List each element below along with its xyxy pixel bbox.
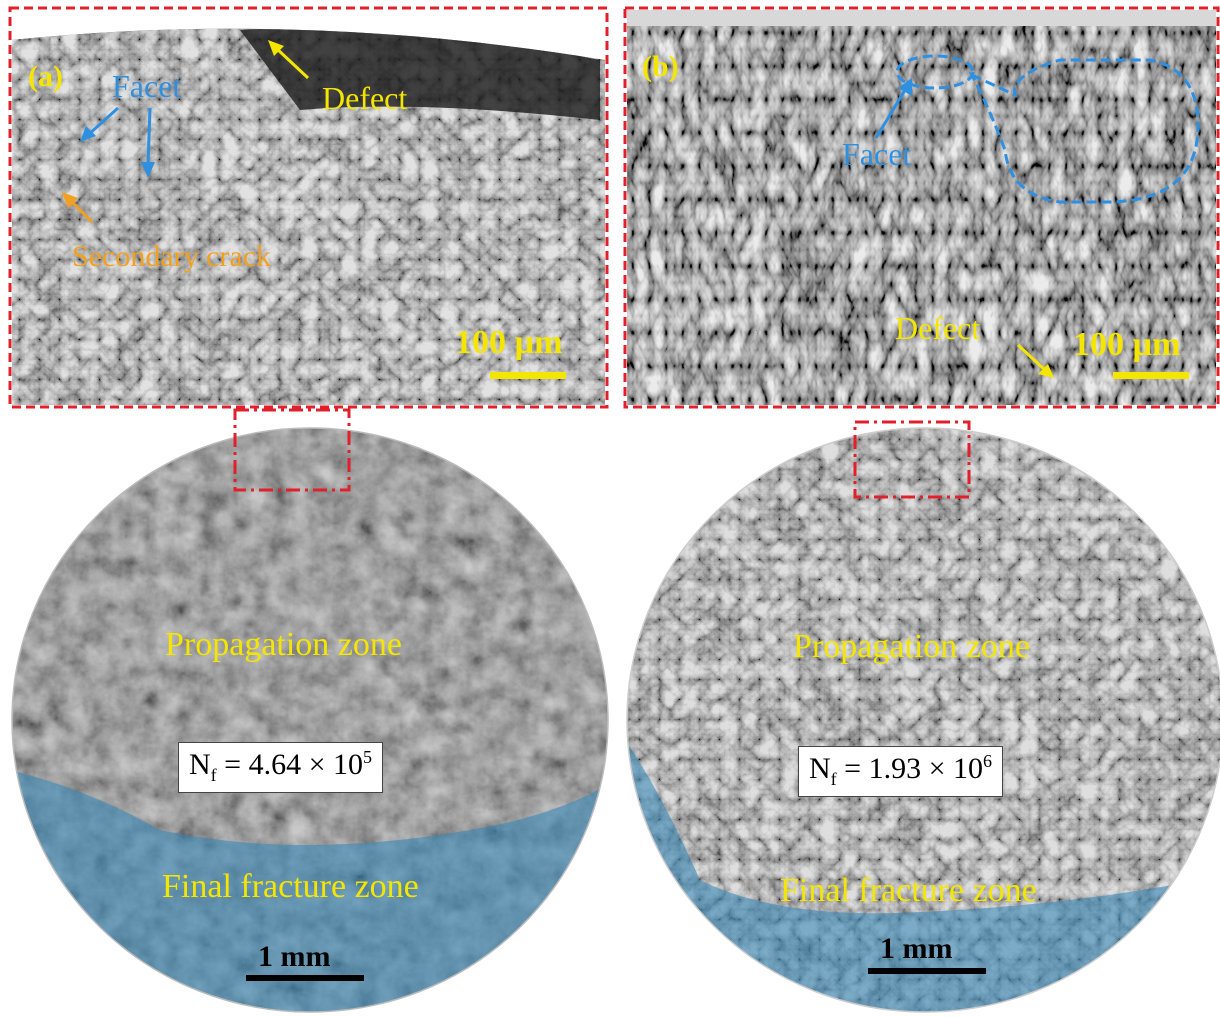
- arrows-panel-a: [62, 40, 310, 224]
- panel-b-tag: (b): [642, 50, 679, 83]
- facet-label-b: Facet: [842, 136, 912, 172]
- fracture-surface-a: [11, 408, 609, 1013]
- final-fracture-overlay-b: [627, 740, 1220, 1012]
- panel-b-frame: [623, 6, 1220, 409]
- scale-bar-b-bottom: [868, 968, 986, 974]
- zoom-region-a: [233, 408, 351, 492]
- defect-label-b: Defect: [895, 310, 981, 346]
- final-fracture-zone-label-b: Final fracture zone: [780, 872, 1037, 909]
- scale-label-a-top: 100 µm: [455, 324, 563, 361]
- arrows-panel-b: [874, 78, 1054, 378]
- final-fracture-overlay-a: [12, 770, 608, 1012]
- propagation-zone-label-a: Propagation zone: [165, 626, 402, 663]
- scale-bar-a-top: [490, 372, 566, 379]
- secondary-crack-label: Secondary crack: [72, 240, 272, 273]
- scale-label-b-bottom: 1 mm: [880, 932, 953, 965]
- defect-label-a: Defect: [322, 80, 408, 116]
- scale-label-a-bottom: 1 mm: [258, 940, 331, 973]
- final-fracture-zone-label-a: Final fracture zone: [162, 868, 419, 905]
- facet-outline-large: [968, 58, 1200, 204]
- scale-label-b-top: 100 µm: [1073, 326, 1181, 363]
- panel-a-frame: [8, 6, 609, 409]
- scale-bar-b-top: [1113, 372, 1189, 379]
- facet-outline-small: [895, 54, 975, 90]
- facet-label-a: Facet: [112, 68, 182, 104]
- scale-bar-a-bottom: [246, 975, 364, 981]
- zoom-region-b: [853, 420, 971, 499]
- fracture-surface-b: [626, 420, 1220, 1013]
- panel-a-tag: (a): [28, 60, 63, 93]
- propagation-zone-label-b: Propagation zone: [793, 628, 1030, 665]
- panel-a-zoom: [8, 6, 609, 409]
- panel-b-zoom: [623, 6, 1220, 409]
- cycles-to-failure-b: Nf = 1.93 × 106: [798, 746, 1004, 797]
- cycles-to-failure-a: Nf = 4.64 × 105: [178, 742, 384, 793]
